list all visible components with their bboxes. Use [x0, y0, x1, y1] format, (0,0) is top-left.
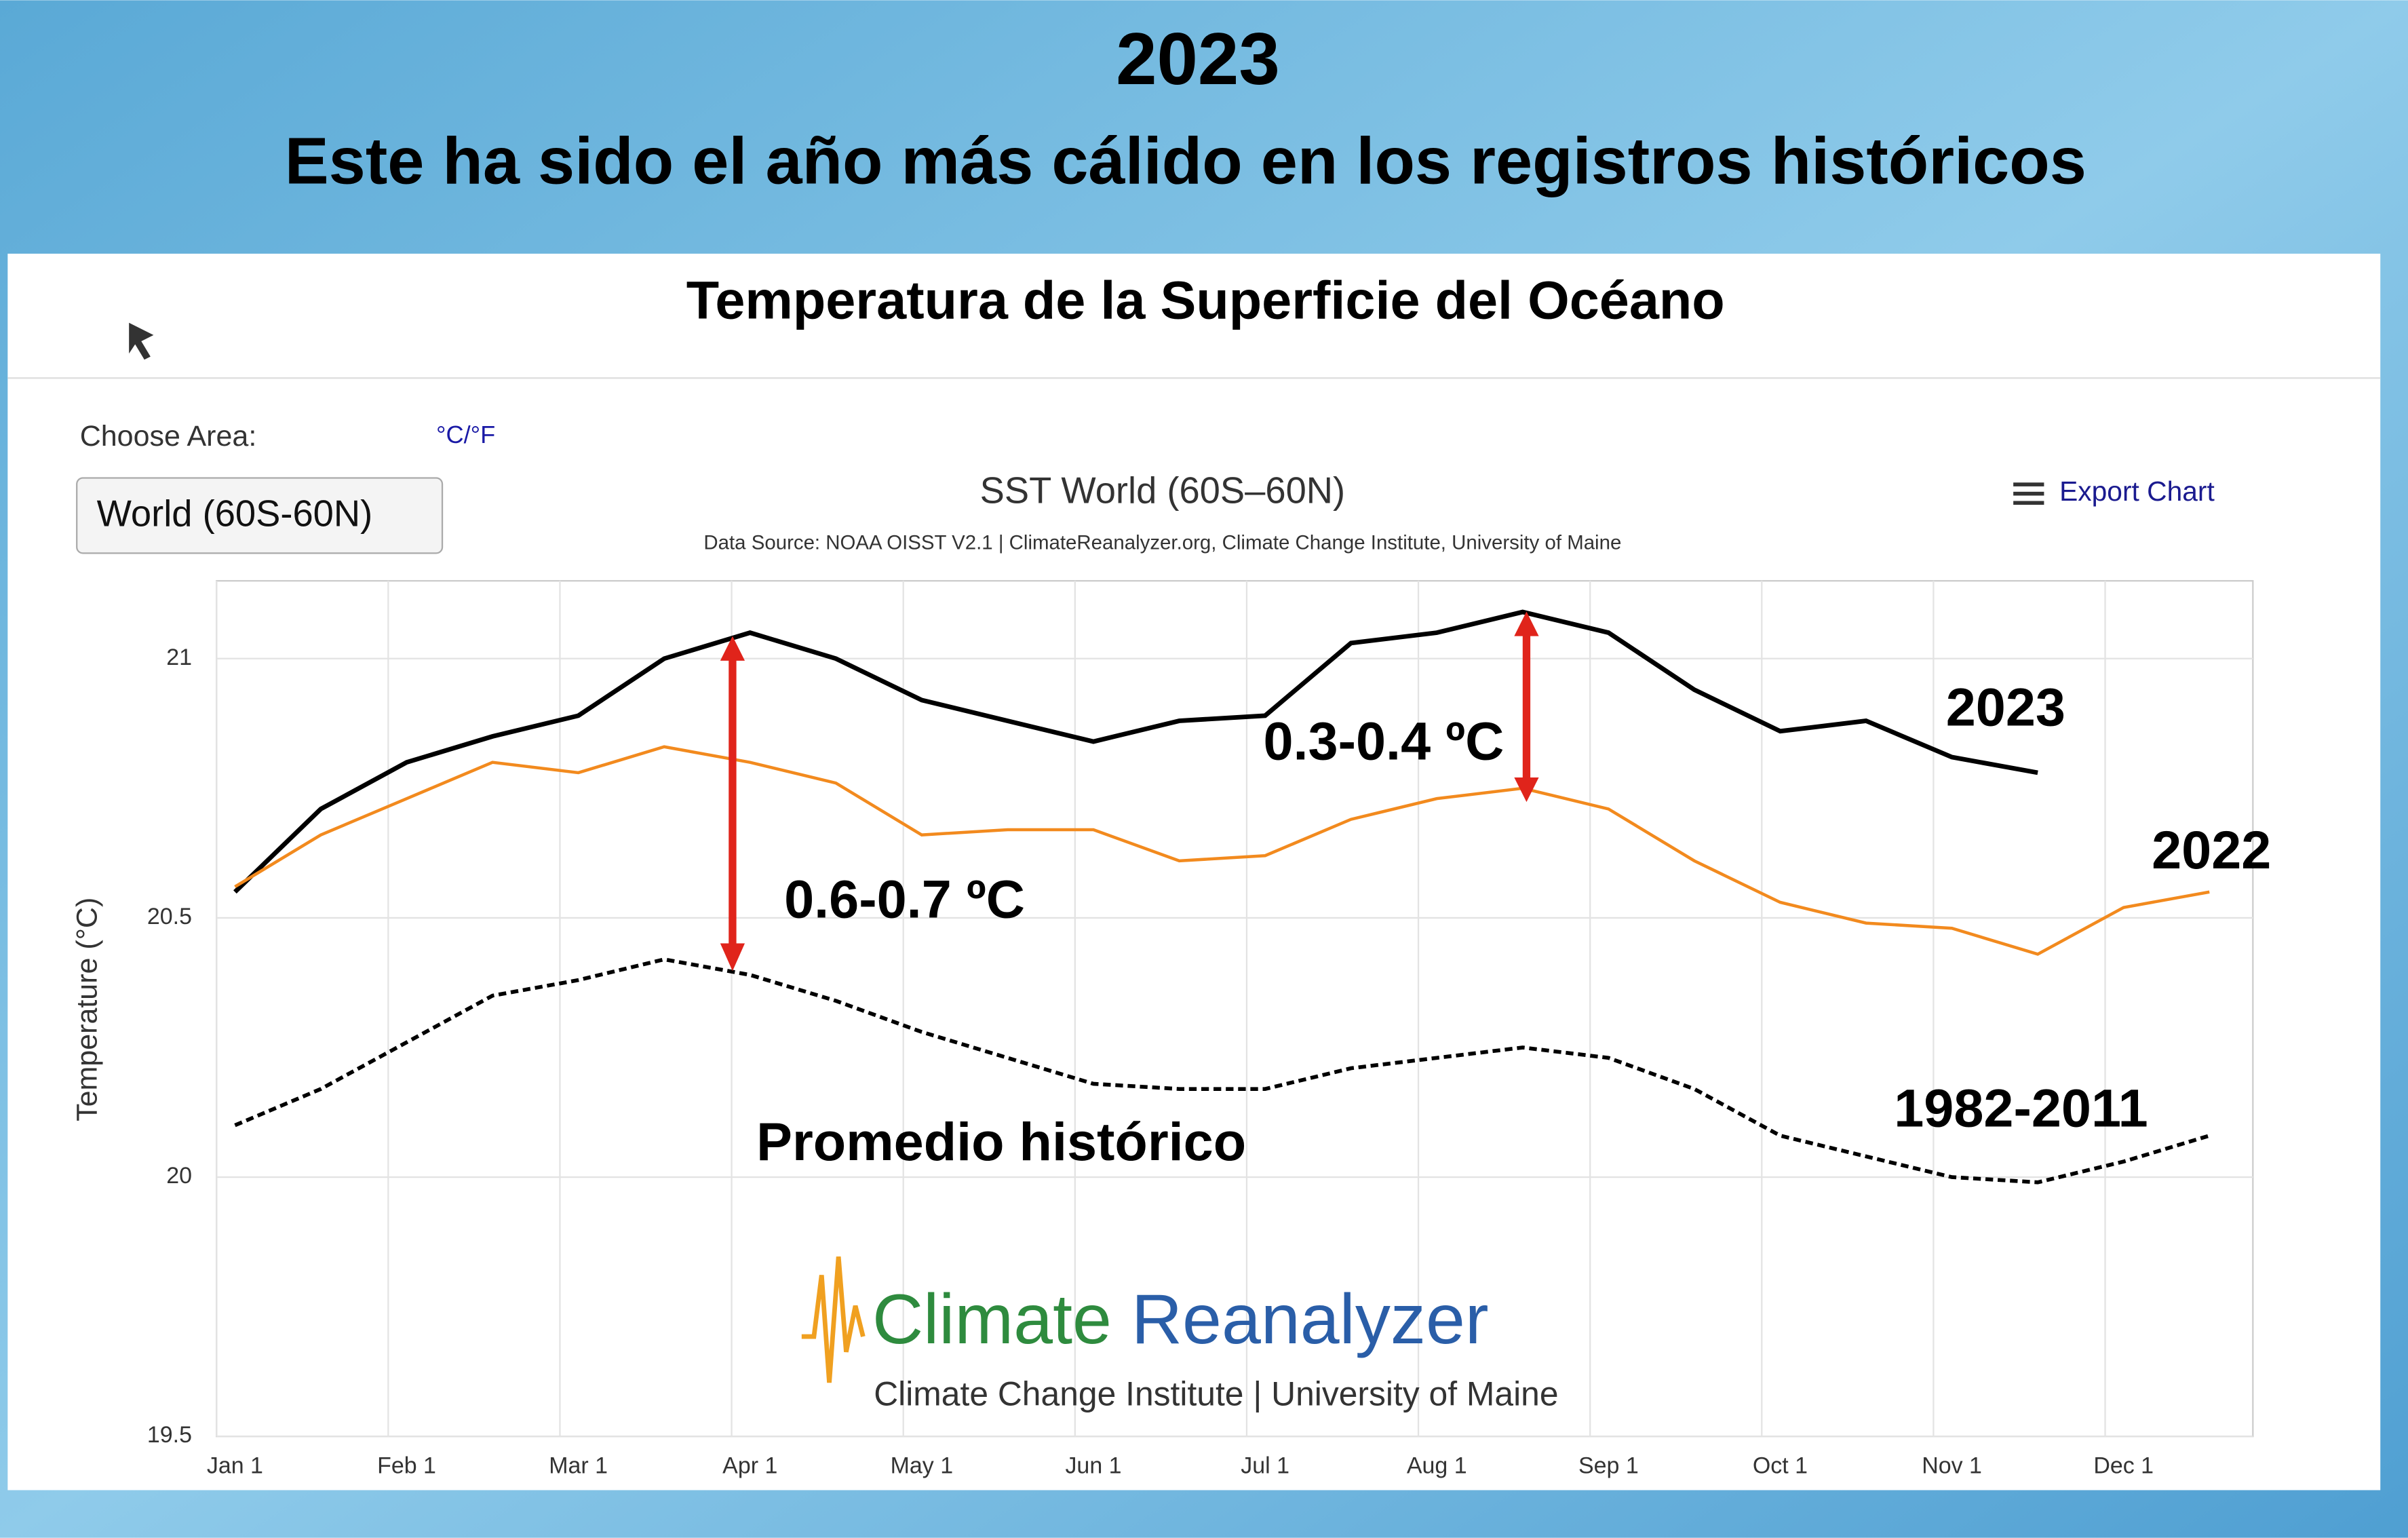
y-tick-label: 20.5 — [147, 904, 192, 929]
series-line — [234, 957, 2211, 1185]
choose-area-label: Choose Area: — [80, 420, 257, 453]
series-line — [234, 745, 2210, 956]
logo-subtitle: Climate Change Institute | University of… — [874, 1375, 1558, 1413]
export-chart[interactable]: Export Chart — [2059, 476, 2215, 507]
series-label: 1982-2011 — [1894, 1077, 2148, 1138]
x-tick-label: Jul 1 — [1241, 1453, 1289, 1478]
x-tick-label: Aug 1 — [1407, 1453, 1467, 1478]
annotation: Promedio histórico — [756, 1111, 1246, 1172]
series-label: 2022 — [2152, 820, 2271, 880]
x-tick-label: Dec 1 — [2093, 1453, 2154, 1478]
logo-name: Climate Reanalyzer — [872, 1280, 1489, 1358]
x-tick-label: May 1 — [891, 1453, 953, 1478]
y-tick-label: 19.5 — [147, 1422, 192, 1448]
panel — [7, 253, 2381, 1491]
plot: 19.5 20 20.5 21 Jan 1 Feb 1 Mar 1 Apr 1 May 1 Jun… — [147, 581, 2271, 1478]
arrows — [720, 611, 1539, 972]
y-tick-label: 20 — [166, 1163, 192, 1189]
x-tick-label: Jan 1 — [207, 1453, 263, 1478]
annotation: 0.6-0.7 ºC — [784, 869, 1025, 929]
y-tick-label: 21 — [166, 645, 192, 670]
series-label: 2023 — [1946, 677, 2065, 737]
headline: Este ha sido el año más cálido en los re… — [285, 124, 2086, 198]
x-tick-label: Apr 1 — [722, 1453, 777, 1478]
y-axis-label: Temperature (°C) — [71, 898, 104, 1121]
area-select[interactable]: World (60S-60N) — [97, 493, 373, 534]
chart-subtitle: Data Source: NOAA OISST V2.1 | ClimateRe… — [703, 532, 1621, 554]
x-tick-label: Mar 1 — [549, 1453, 608, 1478]
logo: Climate Reanalyzer Climate Change Instit… — [801, 1256, 1559, 1413]
units-toggle[interactable]: °C/°F — [436, 421, 495, 448]
x-tick-label: Nov 1 — [1922, 1453, 1982, 1478]
x-tick-label: Feb 1 — [377, 1453, 436, 1478]
year-title: 2023 — [1116, 18, 1280, 100]
area-select-box[interactable] — [76, 477, 444, 554]
x-tick-label: Sep 1 — [1578, 1453, 1639, 1478]
annotation: 0.3-0.4 ºC — [1263, 710, 1504, 771]
x-tick-label: Jun 1 — [1065, 1453, 1121, 1478]
chart-title: SST World (60S–60N) — [980, 469, 1345, 511]
panel-title: Temperatura de la Superficie del Océano — [686, 270, 1725, 330]
cursor-icon — [129, 322, 154, 360]
menu-icon[interactable] — [2013, 482, 2044, 505]
x-tick-label: Oct 1 — [1753, 1453, 1808, 1478]
series-line — [233, 609, 2038, 894]
